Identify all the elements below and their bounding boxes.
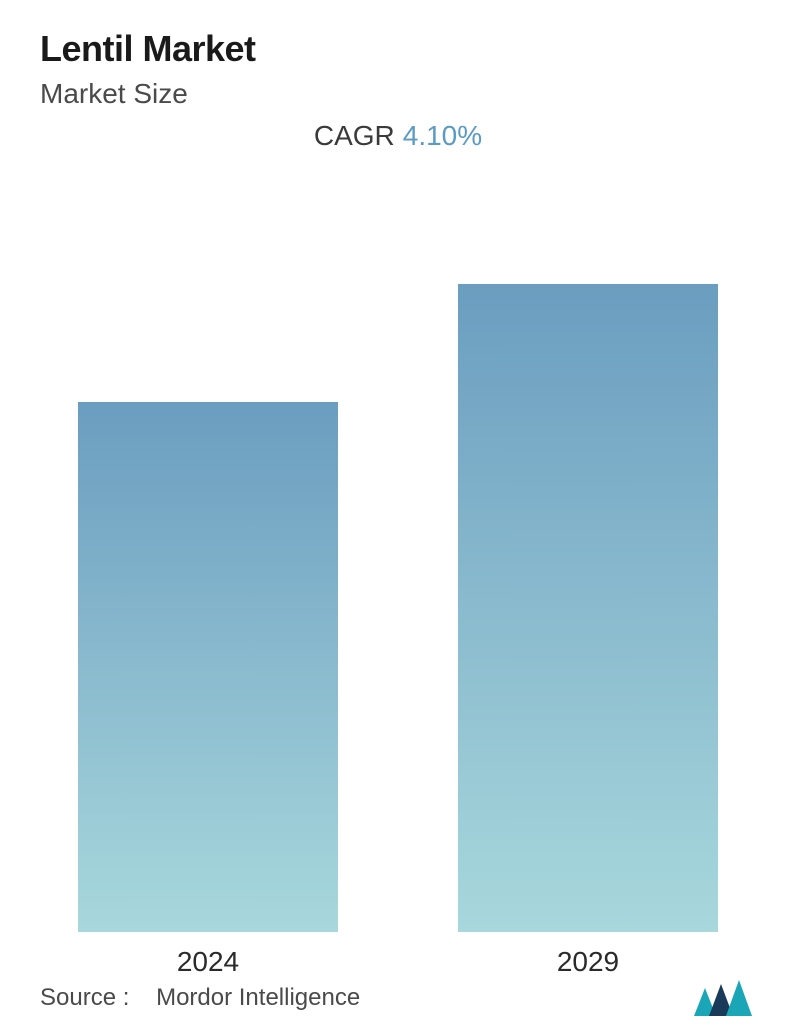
bar-group: 2024 xyxy=(78,402,338,978)
bar-group: 2029 xyxy=(458,284,718,978)
chart-subtitle: Market Size xyxy=(40,78,756,110)
bar-category-label: 2029 xyxy=(557,946,619,978)
source-name: Mordor Intelligence xyxy=(156,984,360,1011)
chart-plot-area: 2024 2029 xyxy=(40,162,756,1034)
source-prefix: Source : xyxy=(40,984,129,1011)
chart-title: Lentil Market xyxy=(40,28,756,70)
cagr-value: 4.10% xyxy=(403,120,482,151)
source-attribution: Source : Mordor Intelligence xyxy=(40,984,360,1012)
brand-logo-icon xyxy=(694,980,756,1016)
cagr-row: CAGR 4.10% xyxy=(40,120,756,152)
cagr-label: CAGR xyxy=(314,120,395,151)
chart-container: Lentil Market Market Size CAGR 4.10% 2024… xyxy=(0,0,796,1034)
bar xyxy=(78,402,338,932)
bar-category-label: 2024 xyxy=(177,946,239,978)
chart-footer: Source : Mordor Intelligence xyxy=(40,980,756,1016)
bar xyxy=(458,284,718,932)
logo-shape-3 xyxy=(726,980,752,1016)
